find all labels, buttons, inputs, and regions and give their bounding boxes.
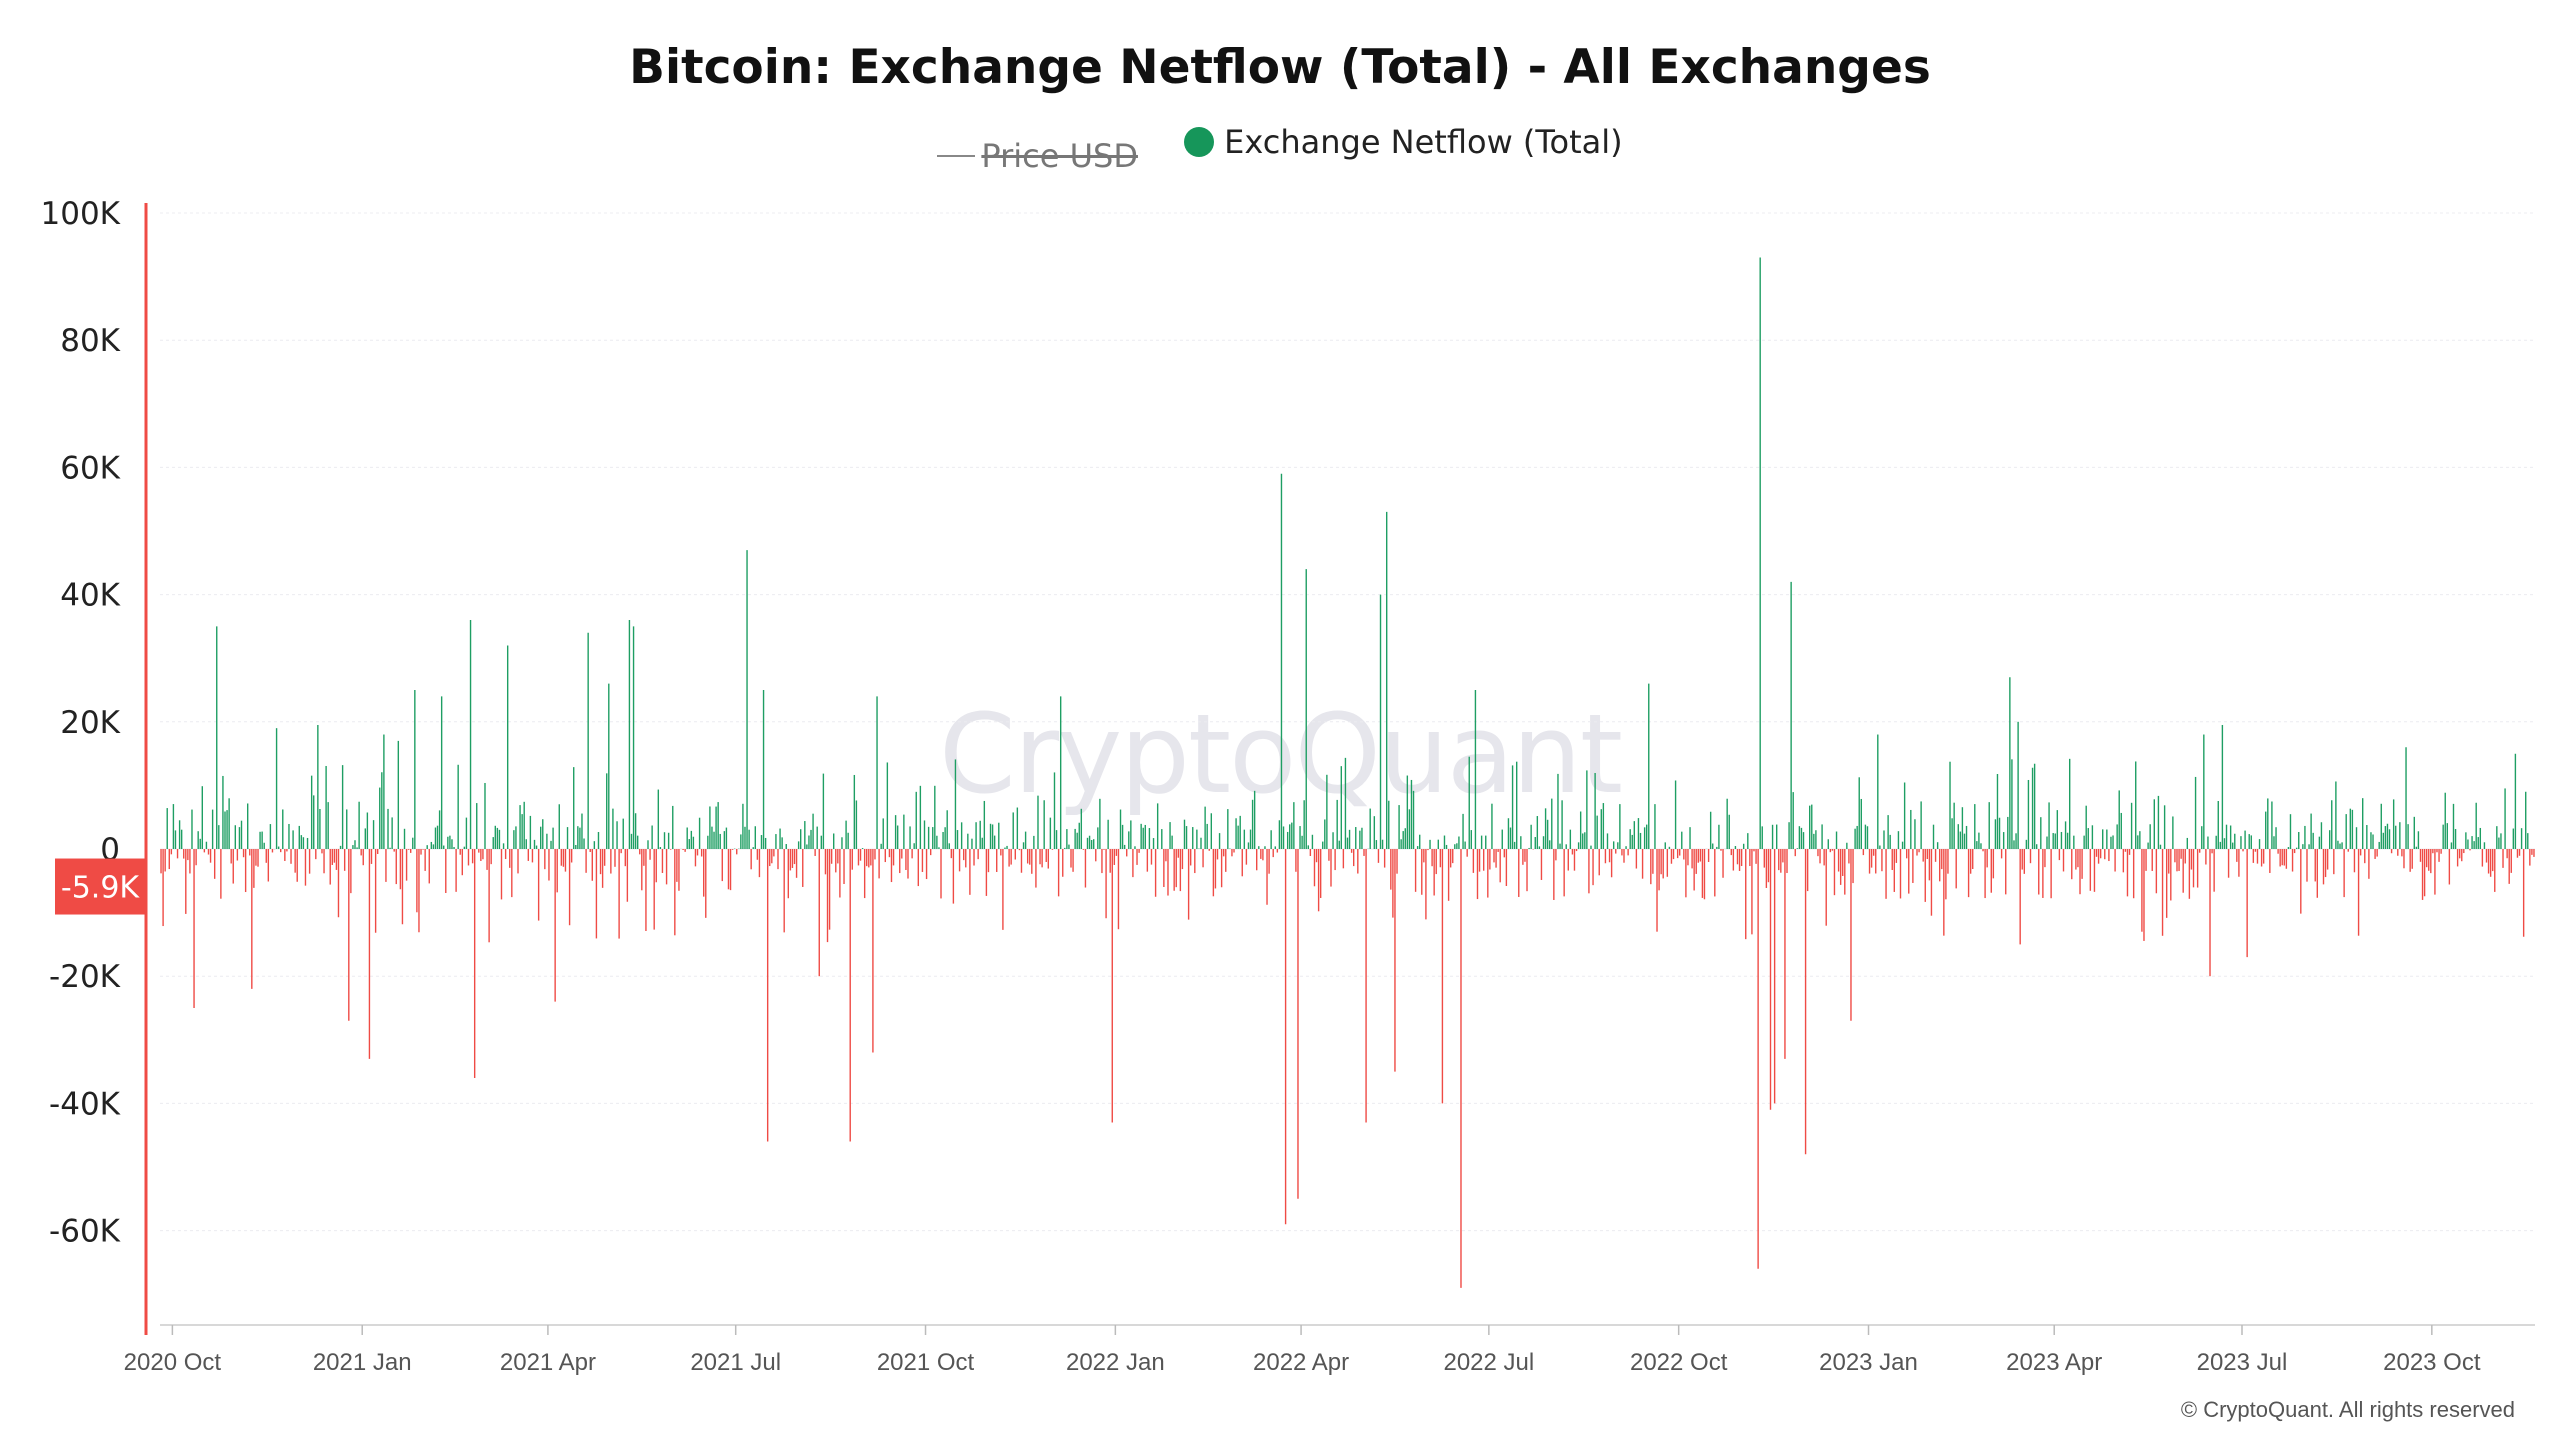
y-tick-label: 20K	[60, 705, 120, 741]
x-tick-label: 2023 Jan	[1819, 1349, 1918, 1376]
bars-group	[160, 257, 2535, 1288]
y-tick-label: -60K	[49, 1214, 121, 1250]
legend-dot-swatch	[1184, 127, 1215, 157]
legend-line-swatch	[937, 155, 976, 157]
x-tick-label: 2021 Oct	[877, 1349, 975, 1376]
x-tick-label: 2022 Jul	[1443, 1349, 1534, 1376]
x-tick-label: 2021 Apr	[500, 1349, 596, 1376]
chart-title: Bitcoin: Exchange Netflow (Total) - All …	[629, 40, 1931, 95]
x-tick-label: 2022 Apr	[1253, 1349, 1349, 1376]
current-value-badge	[55, 858, 146, 915]
x-tick-label: 2022 Jan	[1066, 1349, 1165, 1376]
legend-item-price[interactable]: Price USD	[937, 137, 1138, 175]
y-tick-label: 80K	[60, 323, 120, 359]
y-tick-label: -20K	[49, 959, 121, 995]
legend-item-netflow[interactable]: Exchange Netflow (Total)	[1184, 123, 1623, 161]
x-tick-label: 2023 Apr	[2006, 1349, 2102, 1376]
legend-label-netflow: Exchange Netflow (Total)	[1224, 123, 1623, 161]
x-axis: 2020 Oct 2021 Jan 2021 Apr 2021 Jul 2021 Oct…	[124, 1324, 2535, 1376]
x-tick-label: 2023 Jul	[2197, 1349, 2288, 1376]
legend: Price USD Exchange Netflow (Total)	[0, 123, 2560, 175]
x-tick-label: 2023 Oct	[2383, 1349, 2481, 1376]
y-tick-label: 100K	[41, 196, 121, 232]
copyright-text: © CryptoQuant. All rights reserved	[2180, 1397, 2515, 1422]
grid-lines	[160, 212, 2535, 1232]
current-value-label: -5.9K	[61, 871, 141, 906]
legend-label-price: Price USD	[981, 137, 1138, 175]
x-tick-label: 2021 Jan	[313, 1349, 412, 1376]
y-tick-label: -40K	[49, 1086, 121, 1122]
y-tick-label: 60K	[60, 450, 120, 486]
current-value-marker: -5.9K	[55, 858, 146, 915]
y-tick-label: 40K	[60, 578, 120, 614]
x-tick-label: 2021 Jul	[690, 1349, 781, 1376]
x-tick-label: 2020 Oct	[124, 1349, 222, 1376]
x-tick-label: 2022 Oct	[1630, 1349, 1728, 1376]
